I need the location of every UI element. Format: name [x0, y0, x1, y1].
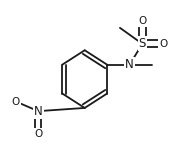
Text: N: N: [34, 105, 43, 118]
Text: O: O: [12, 97, 20, 106]
Text: O: O: [138, 16, 146, 27]
Text: N: N: [125, 58, 134, 71]
Text: S: S: [139, 37, 146, 50]
Text: O: O: [34, 128, 42, 139]
Text: O: O: [159, 39, 167, 49]
